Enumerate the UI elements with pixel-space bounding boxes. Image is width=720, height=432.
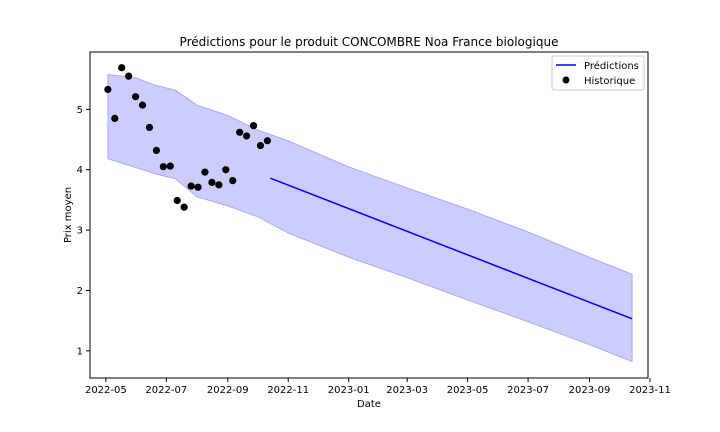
x-tick-label: 2023-09 <box>569 385 611 396</box>
legend: Prédictions Historique <box>551 55 645 91</box>
y-tick-label: 2 <box>77 286 83 297</box>
historique-point <box>166 162 174 170</box>
historique-point <box>215 181 223 189</box>
x-tick-label: 2023-03 <box>386 385 428 396</box>
historique-point <box>256 141 265 150</box>
historique-point <box>104 85 112 94</box>
legend-dot-swatch <box>562 76 570 84</box>
legend-label-predictions: Prédictions <box>584 60 639 72</box>
plot-frame <box>89 51 649 379</box>
x-axis-title: Date <box>357 399 381 410</box>
historique-point <box>125 72 133 80</box>
x-tick-label: 2023-01 <box>328 385 370 396</box>
historique-point <box>145 123 154 132</box>
historique-point <box>229 176 237 185</box>
chart-title: Prédictions pour le produit CONCOMBRE No… <box>180 35 559 49</box>
historique-point <box>201 168 209 176</box>
historique-point <box>173 196 181 205</box>
x-tick-label: 2023-11 <box>629 385 671 396</box>
y-axis-title: Prix moyen <box>63 187 74 243</box>
historique-point <box>208 178 216 186</box>
y-tick-label: 4 <box>77 165 83 176</box>
historique-point <box>194 183 202 191</box>
x-tick-label: 2023-05 <box>447 385 489 396</box>
x-tick-label: 2022-11 <box>267 385 309 396</box>
historique-point <box>131 93 140 101</box>
x-tick-label: 2023-07 <box>507 385 549 396</box>
prediction-line <box>270 177 633 320</box>
y-tick-label: 3 <box>77 226 83 237</box>
historique-point <box>263 137 272 145</box>
historique-point <box>152 146 161 155</box>
historique-point <box>249 122 258 130</box>
x-tick-label: 2022-09 <box>207 385 249 396</box>
historique-point <box>222 166 230 174</box>
x-tick-label: 2022-07 <box>145 385 187 396</box>
legend-label-historique: Historique <box>584 76 635 87</box>
historique-point <box>138 101 147 109</box>
historique-point <box>236 128 244 136</box>
x-tick-label: 2022-05 <box>85 385 127 396</box>
y-tick-label: 5 <box>77 105 83 116</box>
historique-point <box>180 203 188 211</box>
historique-point <box>118 64 126 72</box>
historique-point <box>111 114 119 123</box>
historique-point <box>159 163 167 171</box>
confidence-band <box>107 73 633 363</box>
y-tick-label: 1 <box>77 346 83 357</box>
historique-point <box>187 182 195 190</box>
historique-point <box>242 132 251 140</box>
